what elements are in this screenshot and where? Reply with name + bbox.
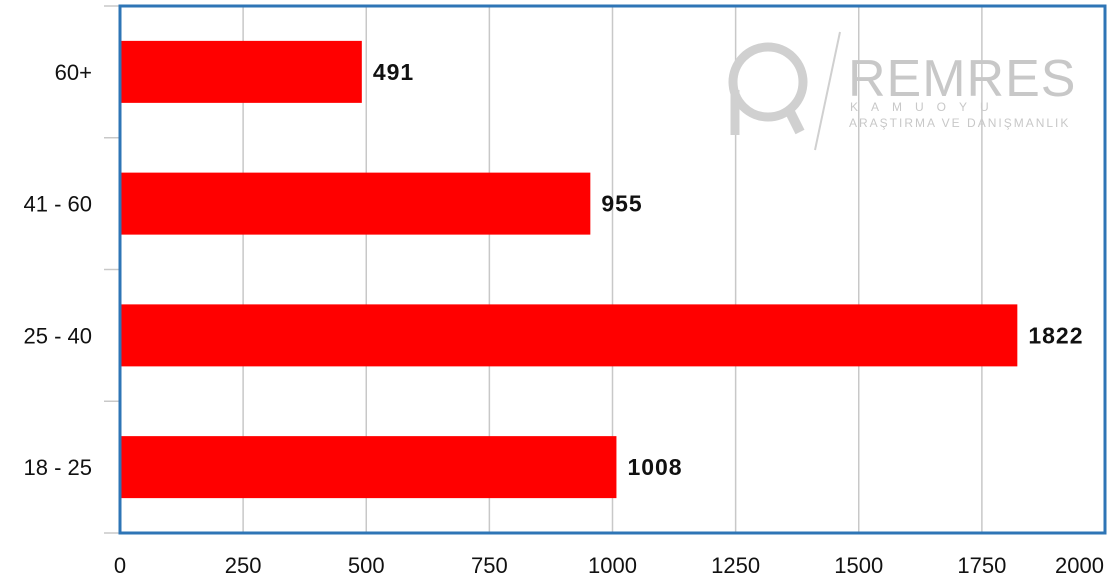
category-label: 18 - 25 xyxy=(24,455,93,480)
x-tick-label: 1750 xyxy=(957,553,1006,578)
category-label: 25 - 40 xyxy=(24,323,93,348)
bar xyxy=(120,304,1018,367)
watermark-brand: REMRES xyxy=(848,50,1076,108)
x-axis-ticks: 0 250 500 750 1000 1250 1500 1750 2000 xyxy=(114,553,1104,578)
x-tick-label: 750 xyxy=(471,553,508,578)
data-label: 491 xyxy=(373,59,414,85)
data-labels: 491 955 1822 1008 xyxy=(373,59,1083,480)
bar xyxy=(120,172,591,235)
category-labels: 60+ 41 - 60 25 - 40 18 - 25 xyxy=(24,60,93,480)
data-label: 1822 xyxy=(1028,322,1083,348)
category-label: 60+ xyxy=(55,60,92,85)
plot-frame xyxy=(118,4,1107,535)
x-tick-label: 500 xyxy=(348,553,385,578)
x-tick-label: 1250 xyxy=(711,553,760,578)
bars xyxy=(120,40,1018,499)
x-tick-label: 1000 xyxy=(588,553,637,578)
magnifier-logo-icon xyxy=(728,31,841,151)
data-label: 1008 xyxy=(627,454,682,480)
x-tick-label: 1500 xyxy=(834,553,883,578)
x-tick-label: 2000 xyxy=(1055,553,1104,578)
x-tick-label: 250 xyxy=(225,553,262,578)
category-label: 41 - 60 xyxy=(24,192,93,217)
remres-watermark: REMRES KAMUOYU ARAŞTIRMA VE DANIŞMANLIK xyxy=(728,31,1076,151)
x-tick-label: 0 xyxy=(114,553,126,578)
watermark-line2: ARAŞTIRMA VE DANIŞMANLIK xyxy=(849,116,1070,130)
watermark-line1: KAMUOYU xyxy=(850,100,1002,114)
bar xyxy=(120,436,617,499)
bar xyxy=(120,40,362,103)
data-label: 955 xyxy=(601,191,642,217)
